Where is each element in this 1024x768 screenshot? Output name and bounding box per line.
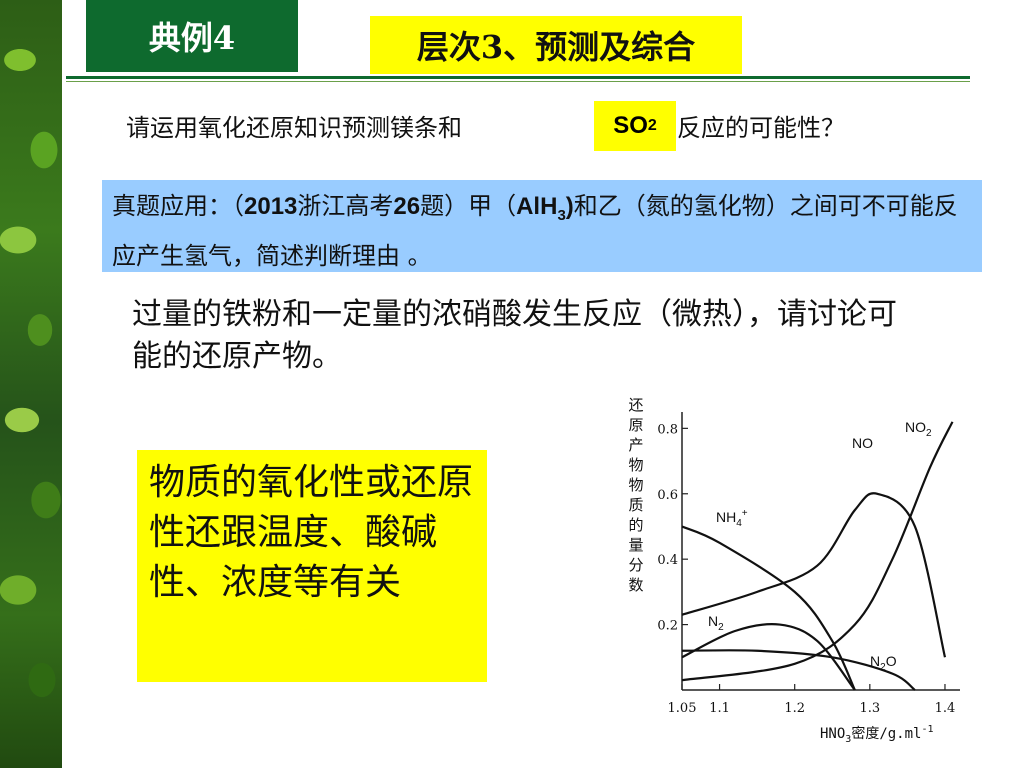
so2-formula: SO: [613, 112, 648, 139]
y-label-char: 物: [628, 476, 643, 494]
header-divider-thin: [66, 81, 970, 82]
y-label-char: 的: [628, 516, 643, 534]
exam-question-number: 26: [393, 193, 421, 220]
question-3: 过量的铁粉和一定量的浓硝酸发生反应（微热），请讨论可能的还原产物。: [132, 297, 897, 374]
x-tick-label: 1.1: [709, 701, 730, 716]
series-label: NH4+: [716, 508, 748, 529]
exam-part3: 题）甲（: [420, 192, 517, 220]
chart-x-label: HNO3密度/g.ml-1: [820, 724, 934, 745]
series-label: NO2: [905, 419, 932, 439]
y-label-char: 数: [628, 576, 643, 594]
series-line-n2o: [681, 649, 916, 691]
y-label-char: 原: [628, 416, 643, 434]
x-tick-label: 1.4: [935, 701, 956, 716]
series-label: N2: [708, 613, 724, 633]
topic-banner: 层次3、预测及综合: [370, 16, 742, 74]
question-1-prefix: 请运用氧化还原知识预测镁条和: [126, 114, 462, 142]
example-label: 典例4: [148, 19, 236, 57]
example-title: 典例4: [86, 0, 298, 72]
y-label-char: 质: [628, 496, 643, 514]
series-label: NO: [852, 435, 873, 451]
exam-part2: 浙江高考: [297, 192, 394, 220]
exam-part4: 和乙（氮的氢化物）之间可不可能反应产生氢气，简述判断理由 。: [112, 192, 958, 270]
conclusion-text: 物质的氧化性或还原性还跟温度、酸碱性、浓度等有关: [149, 462, 474, 603]
exam-part1: 真题应用：（: [112, 192, 244, 220]
so2-highlight: SO 2: [594, 101, 676, 151]
x-tick-label: 1.2: [784, 701, 805, 716]
series-line-nh4: [681, 525, 856, 691]
so2-subscript: 2: [647, 117, 657, 134]
y-label-char: 产: [628, 436, 643, 454]
y-label-char: 分: [628, 556, 643, 574]
series-line-no2: [681, 421, 954, 682]
header-divider: [66, 76, 970, 79]
x-tick-label: 1.3: [859, 701, 880, 716]
topic-label: 层次3、预测及综合: [416, 28, 696, 66]
question-1-suffix: 反应的可能性？: [677, 114, 845, 142]
x-tick-label: 1.05: [668, 701, 697, 716]
y-label-char: 物: [628, 456, 643, 474]
series-line-n2: [681, 623, 856, 691]
y-tick-label: 0.4: [657, 553, 678, 568]
conclusion-box: 物质的氧化性或还原性还跟温度、酸碱性、浓度等有关: [137, 450, 487, 682]
leaf-decoration: [0, 0, 62, 768]
exam-year: 2013: [244, 193, 298, 220]
alh3-formula: AlH3): [516, 193, 574, 224]
series-label: N2O: [870, 653, 897, 673]
y-tick-label: 0.8: [657, 422, 678, 437]
y-tick-label: 0.6: [657, 488, 678, 503]
y-label-char: 量: [628, 536, 643, 554]
y-label-char: 还: [628, 396, 643, 414]
y-tick-label: 0.2: [657, 619, 678, 634]
series-line-no: [681, 492, 947, 658]
exam-question-box: 真题应用：（2013浙江高考26题）甲（AlH3)和乙（氮的氢化物）之间可不可能…: [102, 180, 982, 272]
